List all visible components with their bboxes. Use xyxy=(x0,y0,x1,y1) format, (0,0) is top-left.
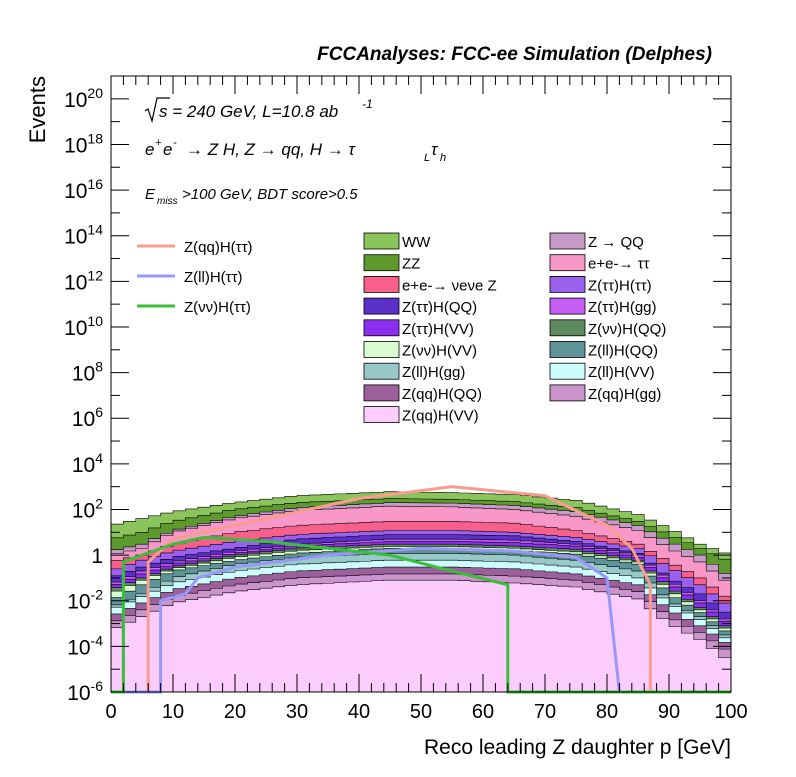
signal-line-0 xyxy=(111,485,731,694)
chart-header: FCCAnalyses: FCC-ee Simulation (Delphes) xyxy=(317,44,712,65)
y-axis-title: Events xyxy=(25,76,50,143)
y-tick-label: 1 xyxy=(91,545,103,568)
svg-text:h: h xyxy=(440,152,446,164)
stack-area-16 xyxy=(110,579,732,693)
y-tick-label: 1020 xyxy=(64,85,103,112)
legend-label: Z(qq)H(QQ) xyxy=(402,386,482,403)
svg-text:E: E xyxy=(145,186,156,203)
legend-swatch xyxy=(549,384,586,402)
signal-line-1 xyxy=(111,546,731,694)
axis-layer: 0 10 20 30 40 50 60 70 80 90 10010-610-410-2110210… xyxy=(64,75,748,723)
x-tick-label: 100 xyxy=(714,701,747,723)
legend-label: Z(ττ)H(QQ) xyxy=(402,299,477,316)
legend-label: Z(ττ)H(VV) xyxy=(402,321,474,338)
legend-swatch xyxy=(549,362,586,380)
stack-layer xyxy=(110,491,732,693)
y-tick-label: 1012 xyxy=(64,267,103,294)
y-tick-label: 10-4 xyxy=(67,632,103,659)
legend-swatch xyxy=(363,275,400,293)
y-tick-label: 10-2 xyxy=(67,587,103,614)
y-tick-label: 102 xyxy=(72,495,103,522)
annotation-block: s = 240 GeV, L=10.8 ab -1 e + e - → Z H,… xyxy=(144,97,446,207)
y-tick-label: 10-6 xyxy=(67,678,103,705)
legend-swatch xyxy=(549,275,586,293)
legend-signals: Z(qq)H(ττ) Z(ll)H(ττ) Z(νν)H(ττ) xyxy=(137,239,253,316)
legend-label: Z(νν)H(QQ) xyxy=(588,321,666,338)
legend-label: WW xyxy=(402,234,431,251)
x-tick-label: 80 xyxy=(596,701,618,723)
legend-label: Z(ττ)H(gg) xyxy=(588,299,657,316)
x-tick-label: 50 xyxy=(410,701,432,723)
svg-text:-: - xyxy=(173,137,177,149)
x-tick-label: 60 xyxy=(472,701,494,723)
legend-label: Z(ττ)H(ττ) xyxy=(588,277,652,294)
y-tick-label: 1018 xyxy=(64,130,103,157)
legend-signal-label: Z(qq)H(ττ) xyxy=(184,239,253,256)
legend-swatch xyxy=(363,341,400,358)
svg-text:+: + xyxy=(155,137,162,149)
legend-swatch xyxy=(549,341,586,358)
legend-label: e+e-→ νeνe Z xyxy=(402,277,497,294)
svg-text:→ Z H, Z → qq, H → τ: → Z H, Z → qq, H → τ xyxy=(186,140,356,159)
signal-layer xyxy=(111,485,731,694)
legend-swatch xyxy=(549,254,586,272)
legend-signal-label: Z(νν)H(ττ) xyxy=(184,299,251,316)
y-tick-label: 1016 xyxy=(64,176,103,203)
legend-label: Z(ll)H(QQ) xyxy=(588,343,658,360)
x-tick-label: 0 xyxy=(105,701,116,723)
legend-swatch xyxy=(549,232,586,250)
legend-swatch xyxy=(363,254,400,272)
legend-swatch xyxy=(549,319,586,337)
x-tick-label: 90 xyxy=(658,701,680,723)
legend-swatch xyxy=(363,297,400,315)
y-tick-label: 106 xyxy=(72,404,103,431)
y-tick-label: 1014 xyxy=(64,222,103,249)
legend-label: Z(qq)H(gg) xyxy=(588,386,661,403)
svg-text:s = 240 GeV, L=10.8 ab: s = 240 GeV, L=10.8 ab xyxy=(159,102,338,121)
legend-swatch xyxy=(549,297,586,315)
legend-label: e+e-→ ττ xyxy=(588,256,650,273)
x-tick-label: 30 xyxy=(286,701,308,723)
legend-label: Z → QQ xyxy=(588,234,644,251)
svg-text:L: L xyxy=(424,152,430,164)
svg-text:e: e xyxy=(145,140,154,159)
svg-text:miss: miss xyxy=(157,196,178,207)
legend-label: ZZ xyxy=(402,256,420,273)
y-tick-label: 1010 xyxy=(64,313,103,340)
y-tick-label: 108 xyxy=(72,359,103,386)
annotation-line1: s = 240 GeV, L=10.8 ab -1 xyxy=(144,97,373,124)
legend-label: Z(qq)H(VV) xyxy=(402,408,479,425)
legend-label: Z(ll)H(VV) xyxy=(588,364,655,381)
annotation-line2: e + e - → Z H, Z → qq, H → τ L τ h xyxy=(145,137,446,164)
svg-text:>100 GeV, BDT score>0.5: >100 GeV, BDT score>0.5 xyxy=(182,186,358,203)
legend-label: Z(ll)H(gg) xyxy=(402,364,465,381)
legend-swatch xyxy=(363,406,400,424)
x-tick-label: 70 xyxy=(534,701,556,723)
x-tick-label: 10 xyxy=(162,701,184,723)
y-tick-label: 104 xyxy=(72,450,103,477)
legend-stack: WW ZZ e+e-→ νeνe Z Z(ττ)H(QQ) Z(ττ)H(VV) Z(νν… xyxy=(363,232,666,425)
legend-swatch xyxy=(363,232,400,250)
legend-swatch xyxy=(363,319,400,337)
legend-swatch xyxy=(363,362,400,380)
x-axis-title: Reco leading Z daughter p [GeV] xyxy=(424,736,731,759)
x-tick-label: 20 xyxy=(224,701,246,723)
annotation-line3: E miss >100 GeV, BDT score>0.5 xyxy=(145,186,358,207)
legend-swatch xyxy=(363,384,400,402)
legend-label: Z(νν)H(VV) xyxy=(402,343,477,360)
legend-signal-label: Z(ll)H(ττ) xyxy=(184,269,243,286)
svg-text:-1: -1 xyxy=(362,97,373,111)
signal-line-2 xyxy=(111,535,731,694)
svg-text:e: e xyxy=(163,140,172,159)
svg-text:τ: τ xyxy=(431,140,439,159)
x-tick-label: 40 xyxy=(348,701,370,723)
